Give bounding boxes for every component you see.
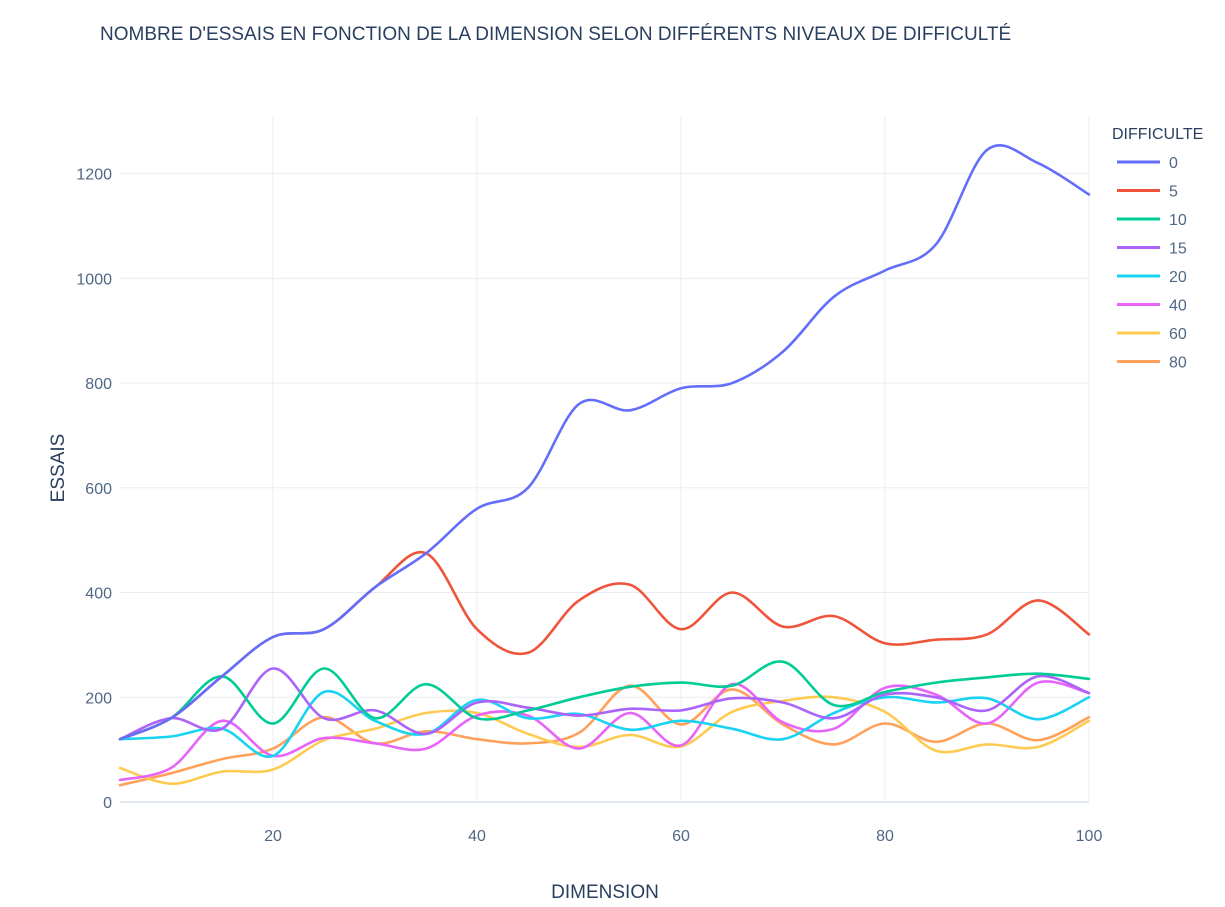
legend-item-80[interactable]: 80 (1117, 355, 1187, 372)
y-tick-label: 600 (85, 481, 112, 498)
x-tick-label: 40 (468, 828, 486, 845)
legend-item-40[interactable]: 40 (1117, 298, 1187, 315)
y-tick-label: 200 (85, 690, 112, 707)
y-tick-label: 800 (85, 376, 112, 393)
series-line-20 (118, 689, 1091, 758)
x-tick-label: 20 (264, 828, 282, 845)
legend-label: 80 (1169, 355, 1187, 372)
x-tick-label: 80 (876, 828, 894, 845)
legend-label: 60 (1169, 326, 1187, 343)
series-line-15 (118, 667, 1091, 741)
legend-item-10[interactable]: 10 (1117, 212, 1187, 229)
y-tick-label: 1000 (76, 271, 112, 288)
legend-item-0[interactable]: 0 (1117, 155, 1178, 172)
legend-title: DIFFICULTE (1112, 126, 1203, 143)
legend-item-5[interactable]: 5 (1117, 184, 1178, 201)
axis-ticks: 0 200 400 600 800 1000 1200 20 40 60 80 100 (76, 167, 1102, 845)
legend: DIFFICULTE 0 5 10 15 20 40 60 80 (1112, 126, 1203, 372)
x-tick-label: 60 (672, 828, 690, 845)
series-line-10 (118, 660, 1091, 741)
series-line-40 (118, 680, 1091, 782)
legend-item-20[interactable]: 20 (1117, 269, 1187, 286)
legend-label: 10 (1169, 212, 1187, 229)
legend-label: 0 (1169, 155, 1178, 172)
legend-label: 15 (1169, 241, 1187, 258)
legend-label: 20 (1169, 269, 1187, 286)
chart-title: NOMBRE D'ESSAIS EN FONCTION DE LA DIMENS… (100, 24, 1011, 45)
series-line-0 (118, 144, 1091, 741)
y-axis-title: ESSAIS (48, 434, 69, 503)
x-tick-label: 100 (1076, 828, 1103, 845)
gridlines (120, 116, 1090, 803)
legend-label: 5 (1169, 184, 1178, 201)
series-line-60 (118, 695, 1091, 786)
series-lines (118, 144, 1091, 787)
legend-label: 40 (1169, 298, 1187, 315)
legend-item-15[interactable]: 15 (1117, 241, 1187, 258)
y-tick-label: 0 (103, 795, 112, 812)
series-line-80 (118, 684, 1091, 787)
x-axis-title: DIMENSION (551, 882, 659, 903)
y-tick-label: 1200 (76, 167, 112, 184)
y-tick-label: 400 (85, 586, 112, 603)
legend-item-60[interactable]: 60 (1117, 326, 1187, 343)
series-line-5 (118, 550, 1091, 741)
